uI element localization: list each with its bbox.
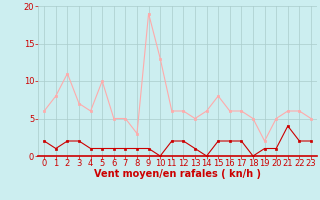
X-axis label: Vent moyen/en rafales ( kn/h ): Vent moyen/en rafales ( kn/h ) bbox=[94, 169, 261, 179]
